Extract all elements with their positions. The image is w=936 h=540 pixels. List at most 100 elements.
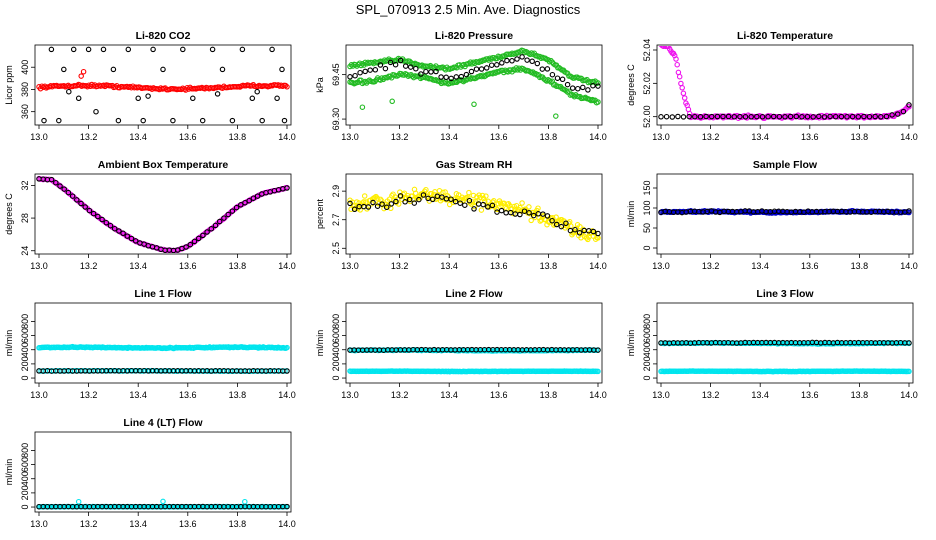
y-tick-label: 52.02 xyxy=(642,72,652,95)
y-tick-label: 52.00 xyxy=(642,105,652,128)
series-pressure-outliers xyxy=(359,92,576,119)
data-point xyxy=(433,68,439,75)
data-point xyxy=(590,228,597,235)
chart-title: Line 2 Flow xyxy=(445,288,503,300)
plot-frame xyxy=(34,302,292,384)
data-point xyxy=(703,113,709,120)
data-point xyxy=(692,113,698,120)
x-tick-label: 13.8 xyxy=(851,132,869,142)
data-point xyxy=(392,61,399,68)
data-point xyxy=(521,208,528,214)
x-tick-label: 13.6 xyxy=(179,261,197,271)
y-tick-label: 0 xyxy=(331,376,341,381)
plot-frame xyxy=(345,302,603,384)
y-tick-label: 32 xyxy=(20,180,30,190)
data-point xyxy=(576,230,583,236)
data-point xyxy=(444,192,451,199)
data-point xyxy=(284,368,290,374)
data-layer xyxy=(347,186,601,243)
data-point xyxy=(352,72,358,79)
y-tick-label: 69.45 xyxy=(331,63,341,86)
data-point xyxy=(507,209,514,216)
chart-line2: Line 2 Flow 13.0 13.2 13.4 13.6 13.8 14.0 0 2004… xyxy=(315,288,607,400)
data-point xyxy=(428,69,434,75)
series-pressure-lower xyxy=(347,65,601,106)
series-rh-black xyxy=(347,192,601,237)
series-temp-black xyxy=(658,102,912,120)
data-point xyxy=(78,73,84,79)
plot-frame xyxy=(345,173,603,255)
x-tick-label: 13.6 xyxy=(179,132,197,142)
series-box-temp-magenta xyxy=(36,175,290,253)
y-tick-label: 400 xyxy=(20,471,30,486)
x-tick-label: 13.0 xyxy=(341,132,359,142)
x-tick-label: 14.0 xyxy=(589,261,607,271)
data-point xyxy=(674,61,680,68)
x-tick-label: 13.4 xyxy=(440,132,458,142)
data-point xyxy=(357,69,363,76)
data-point xyxy=(595,83,601,89)
data-point xyxy=(111,225,118,232)
data-point xyxy=(99,216,105,223)
data-point xyxy=(357,207,363,213)
chart-title: Li-820 CO2 xyxy=(136,30,191,42)
x-tick-label: 13.2 xyxy=(80,261,98,271)
y-axis-label: percent xyxy=(315,198,325,229)
data-point xyxy=(838,113,845,120)
y-tick-label: 600 xyxy=(331,328,341,343)
data-point xyxy=(443,74,449,81)
data-point xyxy=(714,113,721,120)
x-tick-label: 13.4 xyxy=(751,261,769,271)
chart-title: Li-820 Temperature xyxy=(737,30,833,42)
data-point xyxy=(238,202,244,208)
x-tick-label: 13.8 xyxy=(851,261,869,271)
data-point xyxy=(281,117,288,124)
data-point xyxy=(93,108,99,115)
chart-title: Li-820 Pressure xyxy=(435,30,513,42)
data-point xyxy=(665,46,672,50)
data-point xyxy=(572,226,578,233)
x-tick-label: 13.6 xyxy=(490,132,508,142)
data-point xyxy=(191,238,198,245)
data-point xyxy=(553,113,559,119)
data-point xyxy=(78,200,84,207)
x-tick-label: 13.4 xyxy=(751,390,769,400)
data-point xyxy=(861,113,867,120)
data-point xyxy=(816,113,822,120)
data-point xyxy=(452,198,459,205)
x-tick-label: 13.2 xyxy=(391,390,409,400)
data-point xyxy=(488,62,495,68)
x-tick-label: 13.0 xyxy=(652,132,670,142)
data-point xyxy=(107,222,114,229)
data-point xyxy=(519,54,525,60)
data-point xyxy=(715,208,722,214)
data-point xyxy=(544,213,551,219)
data-point xyxy=(549,71,556,78)
data-point xyxy=(80,68,87,75)
data-point xyxy=(676,73,683,80)
data-point xyxy=(204,229,210,235)
series-line3-low xyxy=(658,368,912,375)
data-point xyxy=(254,88,260,95)
data-point xyxy=(770,113,777,120)
data-point xyxy=(582,94,589,101)
data-point xyxy=(56,117,62,124)
data-point xyxy=(57,183,63,189)
data-point xyxy=(832,113,839,120)
series-line4-spikes xyxy=(75,498,248,505)
x-tick-label: 13.8 xyxy=(229,132,247,142)
data-point xyxy=(539,66,546,72)
data-point xyxy=(53,179,59,186)
data-point xyxy=(418,71,424,77)
data-point xyxy=(855,114,862,120)
data-point xyxy=(705,113,712,120)
data-layer xyxy=(36,46,290,124)
y-tick-label: 380 xyxy=(20,82,30,97)
data-point xyxy=(229,208,236,214)
data-point xyxy=(170,117,176,124)
data-point xyxy=(577,223,583,230)
data-point xyxy=(558,223,565,230)
data-point xyxy=(225,211,231,218)
data-point xyxy=(509,58,515,64)
